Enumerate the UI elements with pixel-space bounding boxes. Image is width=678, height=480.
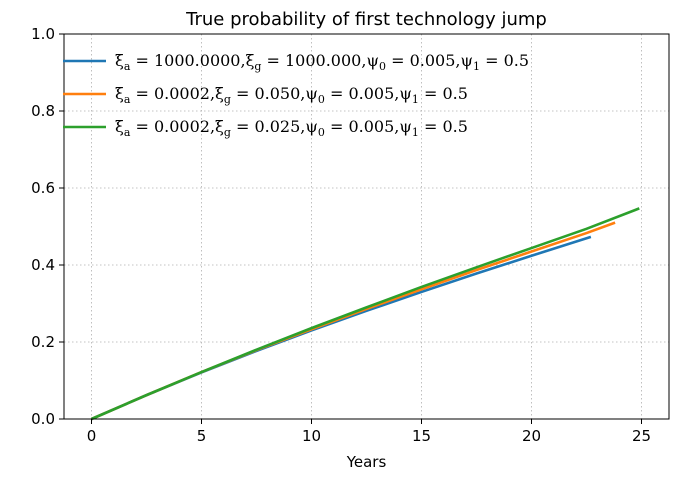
legend-entry-2: ξa = 0.0002,ξg = 0.050,ψ0 = 0.005,ψ1 = 0… [63, 84, 468, 106]
chart-title: True probability of first technology jum… [185, 9, 547, 30]
x-tick-label: 15 [412, 427, 431, 445]
legend-entry-3: ξa = 0.0002,ξg = 0.025,ψ0 = 0.005,ψ1 = 0… [63, 117, 468, 139]
series-lines [90, 207, 640, 421]
x-tick-label: 5 [197, 427, 207, 445]
y-tick-label: 0.4 [31, 256, 55, 274]
axis-ticks: 0 5 10 15 20 25 0.0 0.2 0.4 0.6 0.8 1.0 [31, 25, 651, 445]
legend-label: ξa = 0.0002,ξg = 0.050,ψ0 = 0.005,ψ1 = 0… [115, 84, 468, 106]
legend-entry-1: ξa = 1000.0000,ξg = 1000.000,ψ0 = 0.005,… [63, 51, 529, 73]
legend-label: ξa = 1000.0000,ξg = 1000.000,ψ0 = 0.005,… [115, 51, 529, 73]
series-line-1 [90, 235, 592, 421]
x-tick-label: 20 [522, 427, 541, 445]
plot-frame [63, 33, 670, 420]
y-tick-label: 0.2 [31, 333, 55, 351]
y-tick-label: 0.8 [31, 102, 55, 120]
legend-label: ξa = 0.0002,ξg = 0.025,ψ0 = 0.005,ψ1 = 0… [115, 117, 468, 139]
y-tick-label: 0.0 [31, 410, 55, 428]
series-line-2 [90, 221, 616, 421]
x-tick-label: 0 [87, 427, 97, 445]
x-axis-label: Years [346, 453, 387, 471]
x-tick-label: 25 [632, 427, 651, 445]
legend: ξa = 1000.0000,ξg = 1000.000,ψ0 = 0.005,… [63, 51, 529, 139]
series-line-3 [90, 207, 640, 421]
y-tick-label: 1.0 [31, 25, 55, 43]
x-tick-label: 10 [302, 427, 321, 445]
y-tick-label: 0.6 [31, 179, 55, 197]
